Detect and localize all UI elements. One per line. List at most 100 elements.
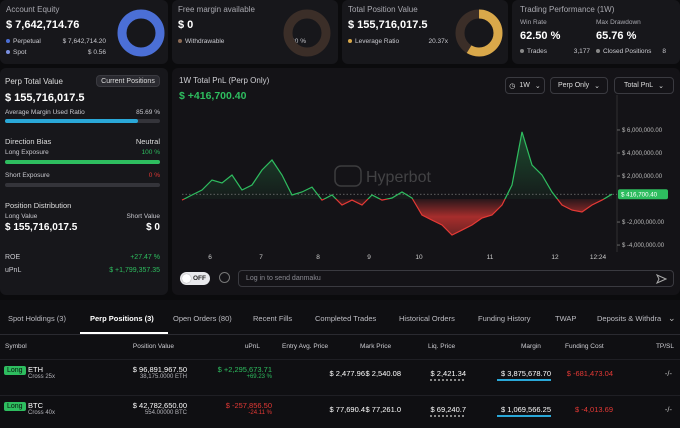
card-value: $ 155,716,017.5	[348, 19, 428, 31]
y-tick-label: $ 6,000,000.00	[622, 128, 663, 134]
upnl: $ +2,295,673.71	[217, 365, 272, 374]
margin-ratio-label: Average Margin Used Ratio	[5, 109, 85, 116]
column-header: Symbol	[5, 343, 27, 350]
text: Leverage Ratio	[355, 38, 400, 45]
x-tick-label: 12:24	[590, 254, 607, 261]
x-tick-label: 11	[487, 254, 494, 261]
upnl-percent: -24.11 %	[248, 410, 272, 416]
tab[interactable]: Recent Fills	[253, 314, 293, 323]
text: Spot	[13, 49, 27, 56]
tab[interactable]: Funding History	[478, 314, 531, 323]
donut	[117, 9, 165, 57]
scope-dropdown[interactable]: Perp Only ⌄	[550, 77, 608, 94]
liq-distance-bar	[430, 415, 464, 417]
donut-ring	[117, 9, 165, 57]
bias-title: Direction Bias	[5, 137, 52, 146]
y-tick-label: $ 4,000,000.00	[622, 151, 663, 157]
text: 1W	[519, 82, 530, 89]
card-title: Account Equity	[6, 5, 60, 14]
card-title: Total Position Value	[348, 5, 418, 14]
text: Total PnL	[623, 82, 654, 89]
row-value: $ 7,642,714.20	[62, 38, 106, 45]
short-value-label: Short Value	[126, 213, 160, 220]
x-tick-label: 12	[551, 254, 559, 261]
send-icon[interactable]	[656, 274, 667, 284]
tab[interactable]: TWAP	[555, 314, 577, 323]
short-exposure-track	[5, 183, 160, 187]
stat-value: 62.50 %	[520, 30, 561, 42]
row-label: Leverage Ratio	[348, 38, 399, 45]
tabs-more[interactable]: ⌄	[668, 313, 676, 323]
legend-dot	[520, 49, 524, 54]
tab[interactable]: Deposits & Withdra	[597, 314, 662, 323]
column-header: TP/SL	[655, 343, 674, 350]
text: Perpetual	[13, 38, 41, 45]
legend-dot	[348, 39, 352, 44]
position-size: 554.00000 BTC	[144, 410, 187, 416]
danmaku-input[interactable]: Log in to send danmaku	[238, 270, 674, 287]
liq-price: $ 69,240.7	[430, 405, 466, 414]
margin: $ 3,875,678.70	[500, 369, 551, 378]
summary-panel: Perp Total Value Current Positions $ 155…	[0, 68, 168, 295]
legend-dot	[6, 50, 10, 55]
chevron: ⌄	[534, 82, 541, 90]
equity-card: Account Equity $ 7,642,714.76 Perpetual …	[0, 0, 168, 64]
card-value: $ 7,642,714.76	[6, 19, 80, 31]
distribution-title: Position Distribution	[5, 201, 72, 210]
row-divider	[0, 359, 680, 360]
y-tick-label: $ -2,000,000.00	[622, 220, 665, 226]
active-tab-underline	[80, 332, 168, 334]
column-header: uPnL	[244, 343, 260, 350]
tab-divider	[0, 334, 680, 335]
pnl-area	[182, 131, 612, 235]
x-tick-label: 8	[316, 254, 320, 261]
stat-label: Win Rate	[520, 19, 547, 26]
donut-ring	[283, 9, 331, 57]
short-exposure-value: 0 %	[148, 172, 160, 179]
stat-sub: Trades	[520, 48, 547, 55]
tp-sl: -/-	[664, 405, 672, 414]
row-divider	[0, 395, 680, 396]
column-header: Liq. Price	[428, 343, 456, 350]
long-exposure-track	[5, 160, 160, 164]
range-dropdown[interactable]: ◷ 1W ⌄	[505, 77, 545, 94]
long-exposure-label: Long Exposure	[5, 149, 49, 156]
upnl-value: $ +1,799,357.35	[109, 267, 160, 274]
tab[interactable]: Historical Orders	[399, 314, 455, 323]
margin-bar	[497, 379, 551, 381]
roe-label: ROE	[5, 254, 21, 261]
tab[interactable]: Completed Trades	[315, 314, 377, 323]
x-tick-label: 7	[259, 254, 263, 261]
symbol: BTC	[28, 401, 43, 410]
column-header: Entry Avg. Price	[282, 343, 329, 350]
current-value-badge	[618, 189, 668, 200]
upnl-label: uPnL	[5, 267, 22, 274]
long-exposure-value: 100 %	[141, 149, 160, 156]
y-tick-label: $ -4,000,000.00	[622, 243, 665, 249]
metric-dropdown[interactable]: Total PnL ⌄	[614, 77, 674, 94]
card-title: Free margin available	[178, 5, 255, 14]
position-value: $ 96,891,967.50	[132, 365, 187, 374]
current-positions-button[interactable]: Current Positions	[96, 75, 160, 87]
text: Trades	[527, 48, 547, 55]
danmaku-settings-icon[interactable]	[219, 272, 230, 283]
upnl: $ -257,856.50	[225, 401, 272, 410]
tab[interactable]: Perp Positions (3)	[90, 314, 154, 323]
stat-value: 65.76 %	[596, 30, 637, 42]
tab[interactable]: Open Orders (80)	[173, 314, 232, 323]
stat-sub-value: 8	[662, 48, 666, 55]
row-value: 0.00 %	[285, 38, 306, 45]
margin-ratio-value: 85.69 %	[136, 109, 160, 116]
side-badge: Long	[4, 366, 26, 375]
danmaku-toggle[interactable]: OFF	[180, 272, 210, 285]
long-exposure-bar	[5, 160, 160, 164]
card-title: Trading Performance (1W)	[520, 5, 615, 14]
tab[interactable]: Spot Holdings (3)	[8, 314, 66, 323]
watermark-text: Hyperbot	[366, 169, 431, 186]
upnl-percent: +69.23 %	[246, 374, 272, 380]
margin-card: Free margin available $ 0 Withdrawable 0…	[172, 0, 338, 64]
short-value: $ 0	[146, 222, 160, 233]
legend-dot	[596, 49, 600, 54]
text: Closed Positions	[603, 48, 652, 55]
